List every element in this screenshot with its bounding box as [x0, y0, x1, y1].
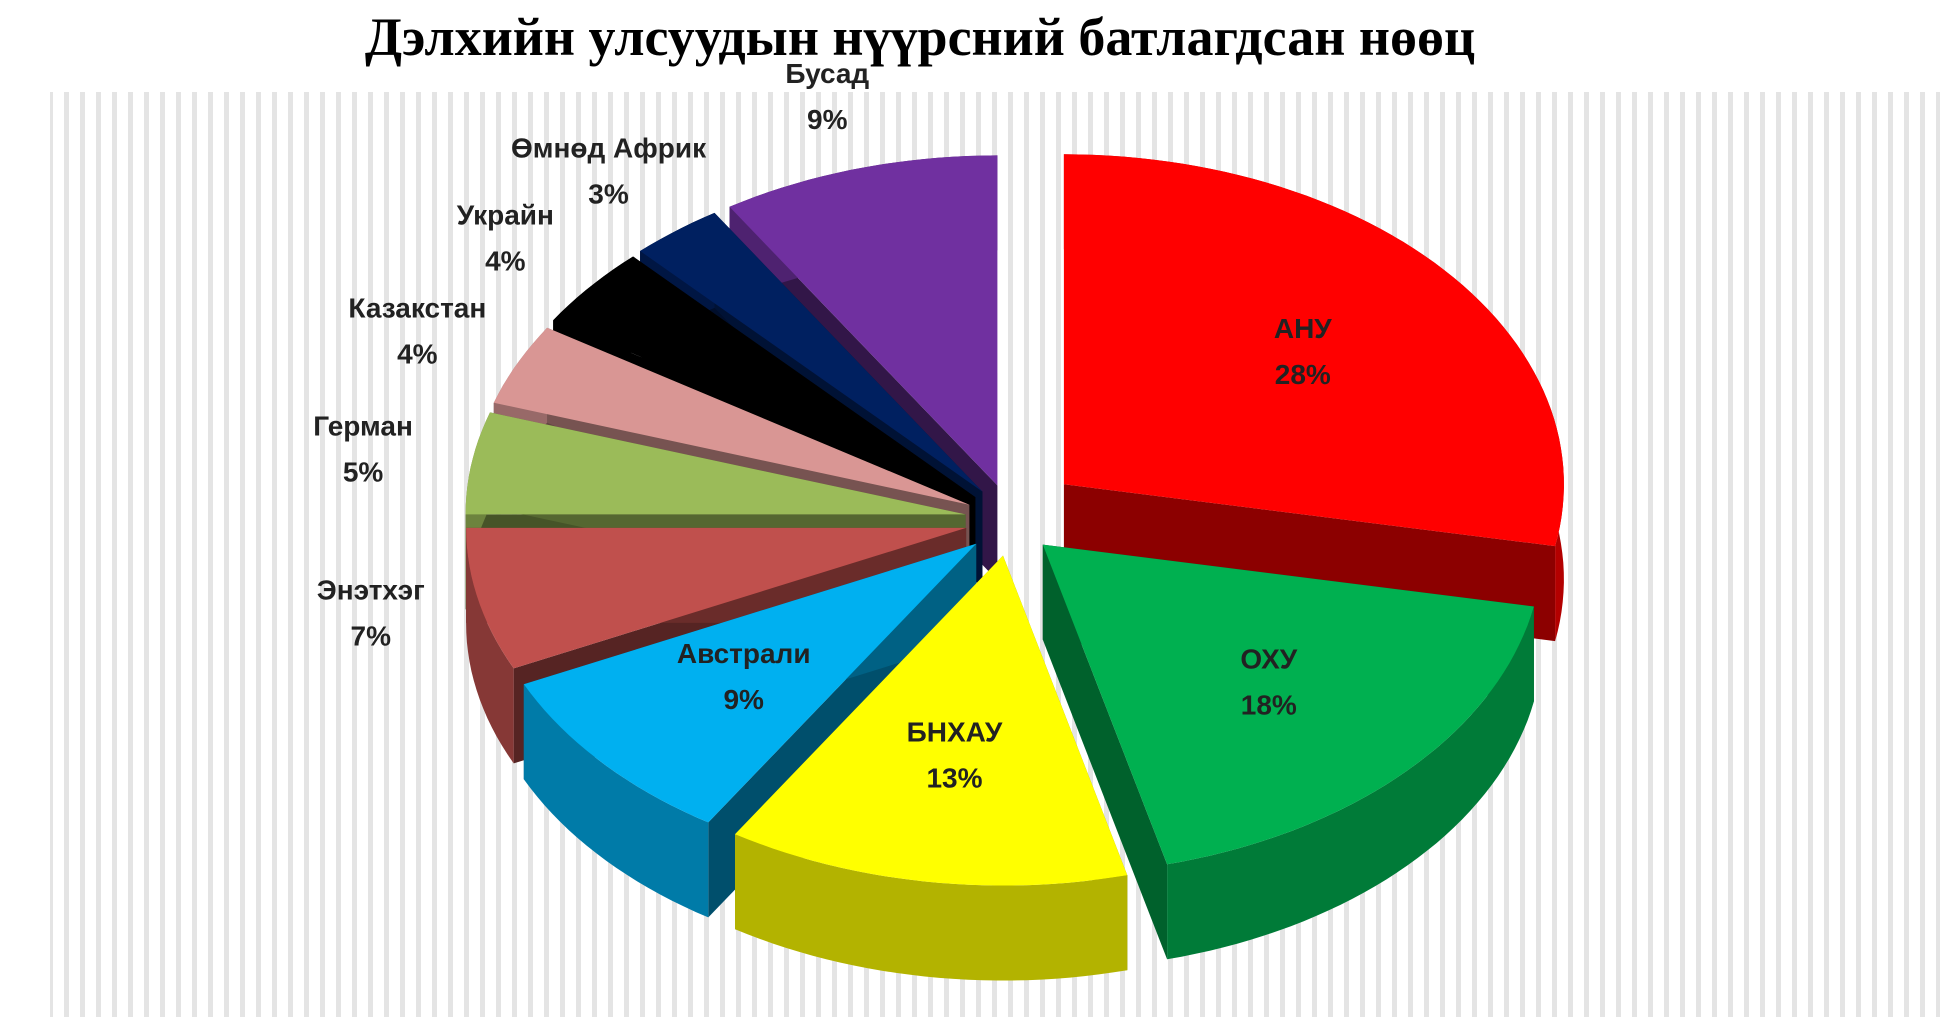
- title-band: [0, 0, 1950, 88]
- data-label: 4%: [397, 338, 438, 369]
- data-label: 3%: [588, 178, 629, 209]
- pie-slice: [466, 527, 967, 669]
- slice-side: [523, 684, 709, 918]
- data-label: 13%: [926, 763, 982, 794]
- legend-label: Казакстан: [348, 292, 486, 323]
- data-label: 4%: [485, 245, 526, 276]
- pie-slice: [523, 543, 977, 823]
- legend-label: Украйн: [457, 199, 554, 230]
- slice-side: [466, 527, 514, 764]
- pie-slice: [553, 256, 976, 498]
- pie-slice: [493, 327, 970, 505]
- chart-title: Дэлхийн улсуудын нүүрсний батлагдсан нөө…: [365, 7, 1475, 67]
- legend-label: БНХАУ: [907, 717, 1003, 748]
- data-label: 9%: [723, 684, 764, 715]
- legend-label: АНУ: [1274, 313, 1332, 344]
- legend-label: Австрали: [677, 638, 811, 669]
- legend-label: Өмнөд Африк: [511, 132, 707, 163]
- legend-label: Энэтхэг: [317, 575, 425, 606]
- slice-side: [1042, 544, 1168, 960]
- pie-slice: [465, 412, 966, 515]
- data-label: 5%: [343, 456, 384, 487]
- slice-group: [1042, 544, 1534, 960]
- pie-slice: [1042, 544, 1534, 865]
- legend-label: Герман: [313, 410, 413, 441]
- slice-group: [735, 555, 1128, 981]
- pie-slice: [1063, 154, 1564, 547]
- data-label: 9%: [807, 104, 848, 135]
- plot: АНУ 28% ОХУ 18% БНХАУ 13% Австрали 9% Энэтхэг 7% Г…: [313, 58, 1564, 981]
- slice-side: [735, 834, 1128, 981]
- data-label: 7%: [351, 621, 392, 652]
- data-label: 18%: [1241, 690, 1297, 721]
- pie-slice: [640, 212, 983, 492]
- data-label: 28%: [1275, 359, 1331, 390]
- pie-slice: [729, 155, 998, 486]
- legend-label: Бусад: [785, 58, 869, 89]
- slice-side: [1167, 606, 1534, 960]
- legend-label: ОХУ: [1240, 644, 1297, 675]
- pie-slice: [735, 555, 1128, 886]
